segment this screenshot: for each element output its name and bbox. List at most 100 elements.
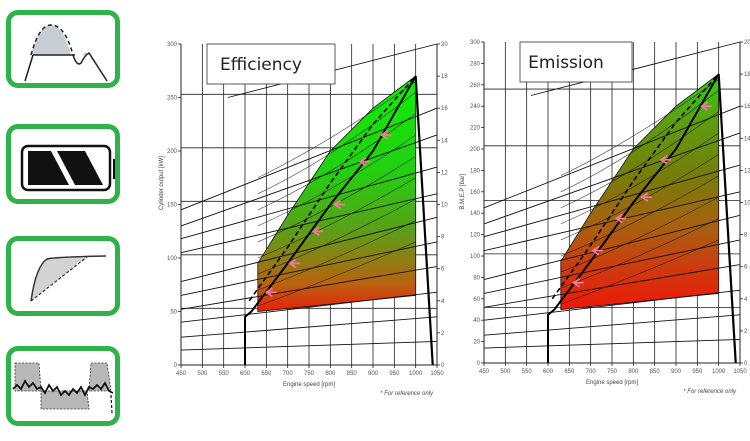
svg-text:8: 8 xyxy=(441,235,445,241)
chart-title-box xyxy=(519,41,633,83)
svg-text:500: 500 xyxy=(197,371,208,377)
svg-text:0: 0 xyxy=(174,363,178,369)
svg-text:12: 12 xyxy=(441,170,448,176)
svg-text:700: 700 xyxy=(586,369,597,375)
arrow-icon xyxy=(288,258,300,269)
svg-text:800: 800 xyxy=(325,371,336,377)
efficiency-chart: Efficiency 0 50 100 150 200 250 300 0 2 4 6 8 10 12 14 1… xyxy=(159,42,448,397)
svg-text:1000: 1000 xyxy=(712,369,726,375)
svg-text:18: 18 xyxy=(441,74,448,80)
y-axis-label: Cylinder output [kW] xyxy=(159,156,165,210)
arrow-icon xyxy=(358,156,371,167)
card-battery[interactable] xyxy=(6,124,120,204)
arrow-icon xyxy=(640,192,652,202)
svg-text:850: 850 xyxy=(650,369,661,375)
arrow-icon xyxy=(264,287,277,297)
svg-text:12: 12 xyxy=(744,168,750,174)
card-load-smoothing[interactable] xyxy=(6,346,120,426)
svg-text:140: 140 xyxy=(470,211,481,217)
svg-text:450: 450 xyxy=(479,369,490,375)
svg-text:60: 60 xyxy=(473,297,480,303)
svg-text:8: 8 xyxy=(744,233,748,239)
svg-text:6: 6 xyxy=(441,267,445,273)
svg-text:40: 40 xyxy=(473,318,480,324)
svg-text:120: 120 xyxy=(470,233,481,239)
x-axis-label: Engine speed [rpm] xyxy=(586,380,638,386)
svg-text:550: 550 xyxy=(219,371,230,377)
svg-text:20: 20 xyxy=(744,40,750,46)
svg-text:220: 220 xyxy=(470,126,481,132)
svg-text:550: 550 xyxy=(522,369,533,375)
arrow-icon xyxy=(659,154,672,165)
chart-title: Efficiency xyxy=(220,55,302,75)
arrow-icon xyxy=(591,245,603,256)
svg-text:300: 300 xyxy=(470,40,481,46)
arrow-icon xyxy=(571,278,584,288)
svg-text:900: 900 xyxy=(671,369,682,375)
svg-text:150: 150 xyxy=(167,203,178,209)
svg-text:1050: 1050 xyxy=(430,371,444,377)
svg-text:180: 180 xyxy=(470,168,481,174)
svg-text:20: 20 xyxy=(473,340,480,346)
svg-text:10: 10 xyxy=(441,203,448,209)
svg-text:0: 0 xyxy=(477,361,481,367)
card-ramp[interactable] xyxy=(6,236,120,316)
svg-text:700: 700 xyxy=(283,371,294,377)
svg-text:50: 50 xyxy=(170,310,177,316)
svg-text:600: 600 xyxy=(240,371,251,377)
arrow-icon xyxy=(332,199,345,210)
x-axis-label: Engine speed [rpm] xyxy=(283,382,335,388)
svg-text:900: 900 xyxy=(368,371,379,377)
ramp-response-icon xyxy=(30,255,107,302)
svg-text:1050: 1050 xyxy=(733,369,747,375)
svg-text:0: 0 xyxy=(744,361,748,367)
svg-text:200: 200 xyxy=(167,149,178,155)
chart-title: Emission xyxy=(528,53,604,73)
svg-text:4: 4 xyxy=(441,299,445,305)
y-axis-label: B.M.E.P [bar] xyxy=(460,174,466,210)
battery-icon xyxy=(20,144,115,192)
plot-area: Emission02040608010012014016018020022024… xyxy=(460,40,750,395)
svg-text:200: 200 xyxy=(470,147,481,153)
svg-text:950: 950 xyxy=(692,369,703,375)
arrow-icon xyxy=(699,101,712,111)
card-load-peak[interactable] xyxy=(6,10,120,88)
chart-title-box xyxy=(206,43,336,85)
reference-note: * For reference only xyxy=(683,389,737,395)
svg-text:20: 20 xyxy=(441,42,448,48)
svg-text:6: 6 xyxy=(744,265,748,271)
svg-text:250: 250 xyxy=(167,96,178,102)
svg-text:800: 800 xyxy=(628,369,639,375)
svg-text:850: 850 xyxy=(347,371,358,377)
svg-text:16: 16 xyxy=(744,104,750,110)
svg-text:160: 160 xyxy=(470,190,481,196)
svg-text:750: 750 xyxy=(607,369,618,375)
svg-text:80: 80 xyxy=(473,275,480,281)
plot-area: Efficiency 0 50 100 150 200 250 300 0 2 4 6 8 10 12 14 1… xyxy=(159,42,448,397)
svg-text:240: 240 xyxy=(470,104,481,110)
svg-text:16: 16 xyxy=(441,106,448,112)
load-smoothing-icon xyxy=(12,362,114,414)
svg-text:750: 750 xyxy=(304,371,315,377)
svg-text:0: 0 xyxy=(441,363,445,369)
svg-text:10: 10 xyxy=(744,201,750,207)
svg-text:600: 600 xyxy=(543,369,554,375)
svg-text:950: 950 xyxy=(389,371,400,377)
svg-text:18: 18 xyxy=(744,72,750,78)
svg-text:14: 14 xyxy=(441,138,448,144)
svg-text:100: 100 xyxy=(470,254,481,260)
svg-text:2: 2 xyxy=(441,331,445,337)
svg-text:100: 100 xyxy=(167,256,178,262)
arrow-icon xyxy=(614,213,627,224)
svg-text:14: 14 xyxy=(744,136,750,142)
arrow-icon xyxy=(311,226,324,236)
svg-text:650: 650 xyxy=(564,369,575,375)
arrow-icon xyxy=(379,130,392,140)
svg-text:300: 300 xyxy=(167,42,178,48)
svg-text:500: 500 xyxy=(500,369,511,375)
load-curve-peak-icon xyxy=(24,24,108,82)
reference-note: * For reference only xyxy=(380,391,434,397)
svg-text:2: 2 xyxy=(744,329,748,335)
svg-text:1000: 1000 xyxy=(409,371,423,377)
